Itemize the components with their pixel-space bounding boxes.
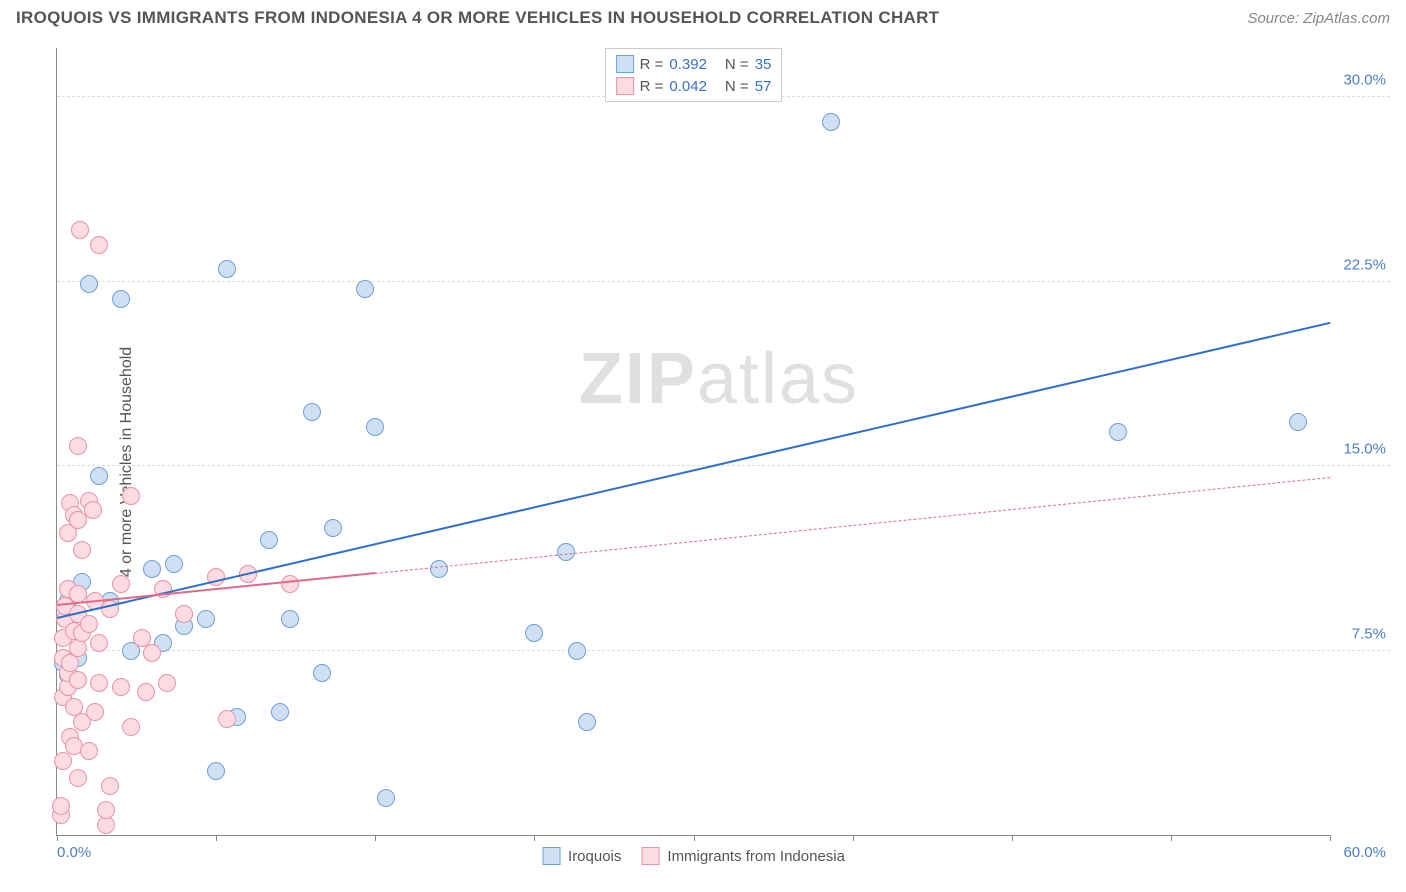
header: IROQUOIS VS IMMIGRANTS FROM INDONESIA 4 … [0,0,1406,32]
x-axis-max-label: 60.0% [1343,844,1386,861]
data-point [218,710,236,728]
data-point [112,290,130,308]
legend-r-value: 0.392 [669,56,707,73]
x-tick [1330,835,1331,841]
data-point [90,467,108,485]
x-tick [375,835,376,841]
chart-title: IROQUOIS VS IMMIGRANTS FROM INDONESIA 4 … [16,8,939,28]
data-point [90,634,108,652]
x-tick [534,835,535,841]
data-point [1109,423,1127,441]
data-point [313,664,331,682]
data-point [1289,413,1307,431]
data-point [281,610,299,628]
y-tick-label: 7.5% [1352,625,1386,642]
legend-swatch [616,55,634,73]
legend-r-value: 0.042 [669,78,707,95]
data-point [84,501,102,519]
legend-label: Iroquois [568,848,621,865]
data-point [97,801,115,819]
data-point [578,713,596,731]
data-point [281,575,299,593]
data-point [90,674,108,692]
data-point [366,418,384,436]
legend-n-label: N = [725,78,749,95]
data-point [165,555,183,573]
legend-label: Immigrants from Indonesia [667,848,845,865]
legend-n-value: 57 [755,78,772,95]
data-point [80,275,98,293]
data-point [69,437,87,455]
data-point [525,624,543,642]
watermark: ZIPatlas [579,338,859,420]
x-tick [694,835,695,841]
legend-item: Immigrants from Indonesia [641,847,845,865]
data-point [80,742,98,760]
data-point [207,762,225,780]
data-point [175,605,193,623]
x-tick [1012,835,1013,841]
x-tick [57,835,58,841]
plot-area: ZIPatlas R =0.392N =35R =0.042N =57 Iroq… [56,48,1330,836]
data-point [143,644,161,662]
legend-item: Iroquois [542,847,621,865]
data-point [271,703,289,721]
data-point [52,797,70,815]
data-point [54,752,72,770]
trend-line [375,477,1330,574]
data-point [356,280,374,298]
legend-n-value: 35 [755,56,772,73]
legend-stat-row: R = 0.392 N = 35 [616,53,772,75]
x-axis-min-label: 0.0% [57,844,91,861]
x-tick [853,835,854,841]
data-point [324,519,342,537]
legend-swatch [616,77,634,95]
data-point [112,678,130,696]
chart-container: 4 or more Vehicles in Household ZIPatlas… [16,40,1390,884]
x-tick [1171,835,1172,841]
data-point [73,541,91,559]
y-tick-label: 30.0% [1343,72,1386,89]
data-point [430,560,448,578]
data-point [101,777,119,795]
data-point [260,531,278,549]
x-tick [216,835,217,841]
gridline [57,650,1390,651]
trend-line [57,321,1330,618]
data-point [137,683,155,701]
legend-series: Iroquois Immigrants from Indonesia [542,847,845,865]
legend-swatch [641,847,659,865]
data-point [143,560,161,578]
y-tick-label: 15.0% [1343,441,1386,458]
data-point [158,674,176,692]
data-point [197,610,215,628]
legend-n-label: N = [725,56,749,73]
gridline [57,281,1390,282]
data-point [69,671,87,689]
data-point [822,113,840,131]
data-point [112,575,130,593]
data-point [69,769,87,787]
data-point [218,260,236,278]
legend-r-label: R = [640,56,664,73]
data-point [86,703,104,721]
legend-swatch [542,847,560,865]
data-point [303,403,321,421]
data-point [71,221,89,239]
source-label: Source: ZipAtlas.com [1247,10,1390,27]
data-point [122,718,140,736]
data-point [377,789,395,807]
y-tick-label: 22.5% [1343,256,1386,273]
legend-stats: R = 0.392 N = 35 R = 0.042 N = 57 [605,48,783,102]
legend-stat-row: R = 0.042 N = 57 [616,75,772,97]
data-point [568,642,586,660]
gridline [57,465,1390,466]
data-point [90,236,108,254]
legend-r-label: R = [640,78,664,95]
data-point [80,615,98,633]
data-point [122,487,140,505]
